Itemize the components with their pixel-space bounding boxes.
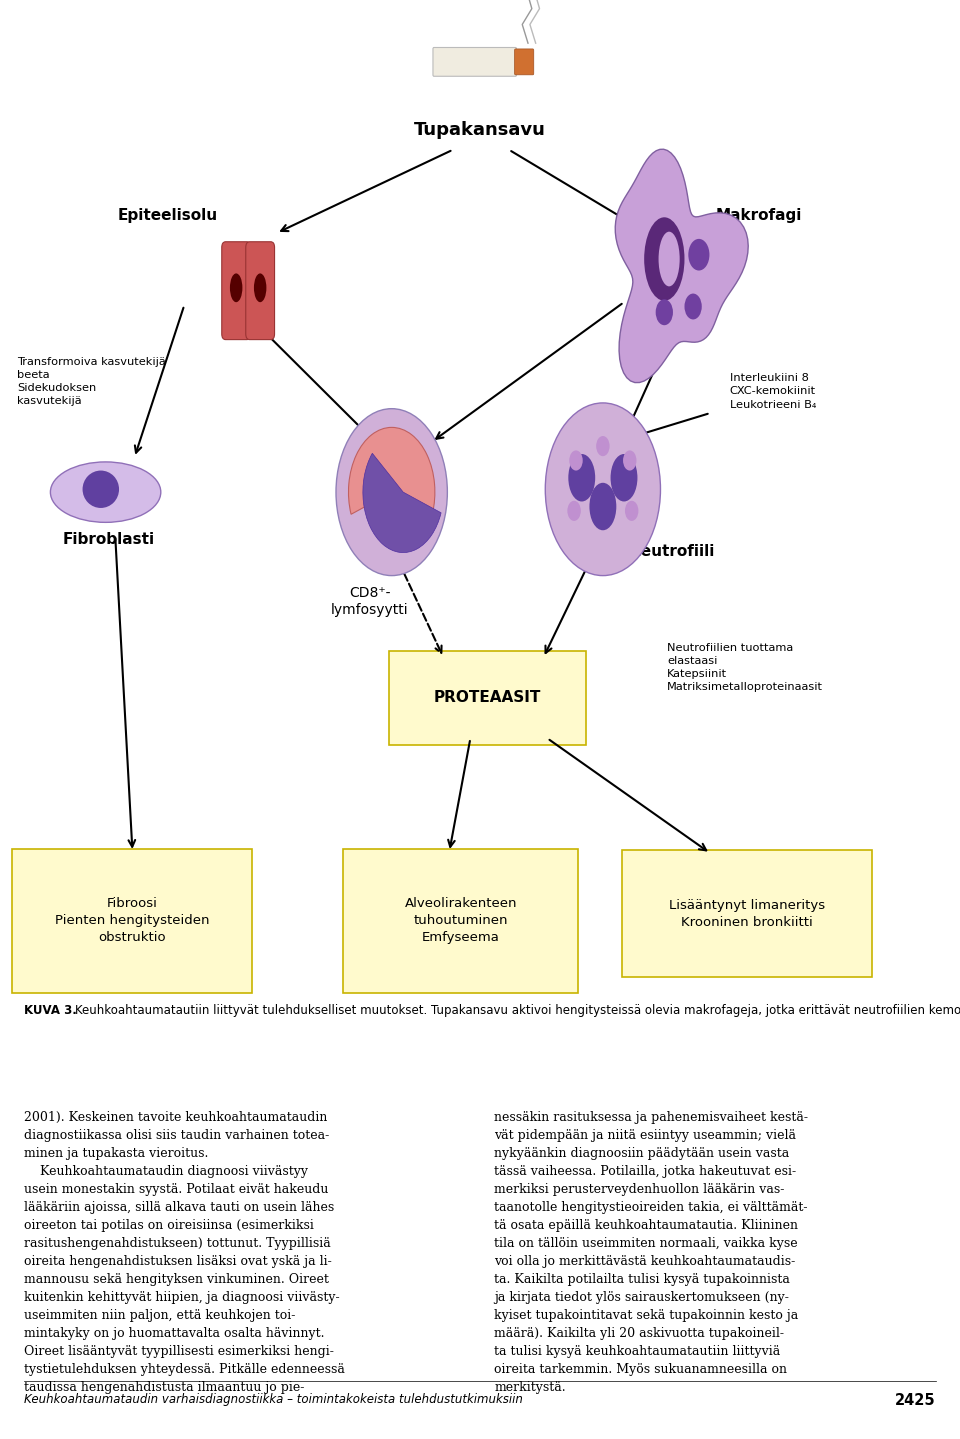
Text: Neutrofiilien tuottama
elastaasi
Katepsiinit
Matriksimetalloproteinaasit: Neutrofiilien tuottama elastaasi Katepsi…: [667, 643, 823, 692]
Text: Neutrofiili: Neutrofiili: [629, 544, 715, 558]
Text: Keuhkoahtaumatautiin liittyvät tulehdukselliset muutokset. Tupakansavu aktivoi h: Keuhkoahtaumatautiin liittyvät tulehduks…: [75, 1004, 960, 1017]
FancyBboxPatch shape: [344, 849, 578, 993]
Circle shape: [545, 403, 660, 576]
Text: Keuhkoahtaumataudin varhaisdiagnostiikka – toimintakokeista tulehdustutkimuksiin: Keuhkoahtaumataudin varhaisdiagnostiikka…: [24, 1393, 523, 1406]
Ellipse shape: [568, 453, 595, 502]
Text: Fibroosi
Pienten hengitysteiden
obstruktio: Fibroosi Pienten hengitysteiden obstrukt…: [56, 898, 209, 944]
FancyBboxPatch shape: [12, 849, 252, 993]
Circle shape: [596, 436, 610, 456]
Ellipse shape: [253, 273, 267, 302]
Text: nessäkin rasituksessa ja pahenemisvaiheet kestä-
vät pidempään ja niitä esiintyy: nessäkin rasituksessa ja pahenemisvaihee…: [494, 1111, 808, 1394]
Ellipse shape: [50, 462, 161, 522]
FancyBboxPatch shape: [622, 850, 872, 977]
Text: Transformoiva kasvutekijä
beeta
Sidekudoksen
kasvutekijä: Transformoiva kasvutekijä beeta Sidekudo…: [17, 357, 166, 406]
FancyBboxPatch shape: [515, 49, 534, 75]
Ellipse shape: [83, 471, 119, 508]
FancyBboxPatch shape: [433, 47, 516, 76]
Text: Tupakansavu: Tupakansavu: [414, 121, 546, 138]
Circle shape: [688, 239, 709, 271]
Text: Makrofagi: Makrofagi: [715, 209, 802, 223]
Circle shape: [569, 450, 583, 471]
Text: 2001). Keskeinen tavoite keuhkoahtaumataudin
diagnostiikassa olisi siis taudin v: 2001). Keskeinen tavoite keuhkoahtaumata…: [24, 1111, 345, 1394]
Text: Lisääntynyt limaneritys
Krooninen bronkiitti: Lisääntynyt limaneritys Krooninen bronki…: [669, 899, 825, 928]
Text: Fibroblasti: Fibroblasti: [62, 532, 155, 547]
Text: PROTEAASIT: PROTEAASIT: [434, 691, 541, 705]
Circle shape: [656, 299, 673, 325]
FancyBboxPatch shape: [246, 242, 275, 340]
Text: Epiteelisolu: Epiteelisolu: [118, 209, 218, 223]
Circle shape: [567, 501, 581, 521]
Circle shape: [623, 450, 636, 471]
Ellipse shape: [611, 453, 637, 502]
Text: 2425: 2425: [896, 1393, 936, 1407]
FancyBboxPatch shape: [390, 650, 586, 745]
Text: Interleukiini 8
CXC-kemokiinit
Leukotrieeni B₄: Interleukiini 8 CXC-kemokiinit Leukotrie…: [730, 373, 816, 410]
Wedge shape: [363, 453, 441, 553]
Ellipse shape: [644, 217, 684, 301]
Circle shape: [625, 501, 638, 521]
Polygon shape: [615, 150, 748, 383]
Wedge shape: [348, 427, 435, 514]
Text: KUVA 3.: KUVA 3.: [24, 1004, 77, 1017]
Text: CD8⁺-
lymfosyytti: CD8⁺- lymfosyytti: [331, 586, 408, 617]
Ellipse shape: [230, 273, 243, 302]
Circle shape: [684, 294, 702, 319]
FancyBboxPatch shape: [222, 242, 251, 340]
Text: Alveolirakenteen
tuhoutuminen
Emfyseema: Alveolirakenteen tuhoutuminen Emfyseema: [404, 898, 517, 944]
Ellipse shape: [659, 232, 680, 286]
Ellipse shape: [589, 482, 616, 531]
Circle shape: [336, 409, 447, 576]
